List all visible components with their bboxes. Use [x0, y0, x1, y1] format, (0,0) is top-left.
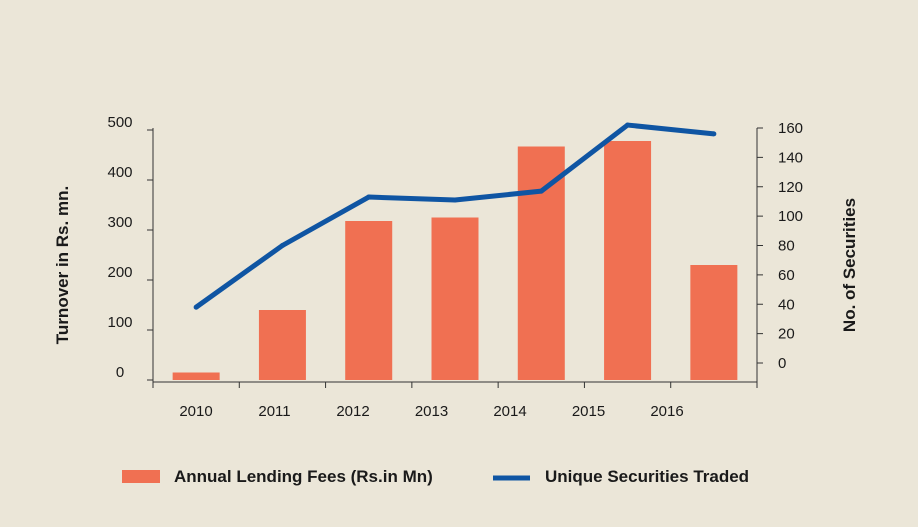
bar: [172, 372, 220, 380]
right-tick-label: 20: [778, 326, 795, 343]
bar: [431, 217, 479, 380]
bar: [690, 265, 738, 380]
left-tick-label: 400: [107, 164, 132, 181]
legend-line-label: Unique Securities Traded: [545, 467, 749, 486]
bar: [517, 146, 565, 380]
line-point: [279, 243, 285, 248]
x-tick-label: 2016: [650, 403, 683, 420]
line-point: [711, 131, 717, 137]
x-tick-label: 2011: [258, 403, 290, 420]
bar: [604, 141, 652, 380]
line-point: [625, 122, 631, 128]
right-tick-label: 120: [778, 179, 803, 196]
bar: [345, 221, 393, 380]
right-tick-label: 160: [778, 120, 803, 137]
line-point: [538, 188, 544, 194]
legend: Annual Lending Fees (Rs.in Mn) Unique Se…: [122, 467, 749, 486]
bar-series: [172, 141, 738, 380]
line-point: [193, 304, 199, 310]
line-point: [366, 194, 372, 200]
x-tick-label: 2010: [179, 403, 212, 420]
left-tick-label: 200: [107, 264, 132, 281]
right-tick-label: 0: [778, 355, 786, 372]
line-series: [193, 122, 717, 310]
x-tick-label: 2015: [572, 403, 605, 420]
right-axis-title: No. of Securities: [840, 198, 859, 332]
bar: [258, 310, 306, 380]
right-tick-label: 80: [778, 238, 795, 255]
left-tick-label: 100: [107, 314, 132, 331]
x-tick-label: 2012: [336, 403, 369, 420]
line-point: [452, 197, 458, 203]
x-tick-label: 2013: [415, 403, 448, 420]
right-tick-label: 60: [778, 267, 795, 284]
right-tick-label: 100: [778, 208, 803, 225]
left-tick-label: 300: [107, 214, 132, 231]
right-tick-label: 40: [778, 296, 795, 313]
left-axis-ticks: 0 100 200 300 400 500: [107, 114, 153, 381]
legend-bar-label: Annual Lending Fees (Rs.in Mn): [174, 467, 433, 486]
left-tick-label: 500: [107, 114, 132, 131]
left-tick-label: 0: [116, 364, 124, 381]
legend-bar-swatch: [122, 470, 160, 483]
x-axis-ticks: 2010 2011 2012 2013 2014 2015 2016: [152, 382, 758, 420]
left-axis-title: Turnover in Rs. mn.: [53, 186, 72, 344]
right-axis-ticks: 0 20 40 60 80 100 120 140 160: [757, 120, 803, 372]
right-tick-label: 140: [778, 149, 803, 166]
x-tick-label: 2014: [493, 403, 526, 420]
